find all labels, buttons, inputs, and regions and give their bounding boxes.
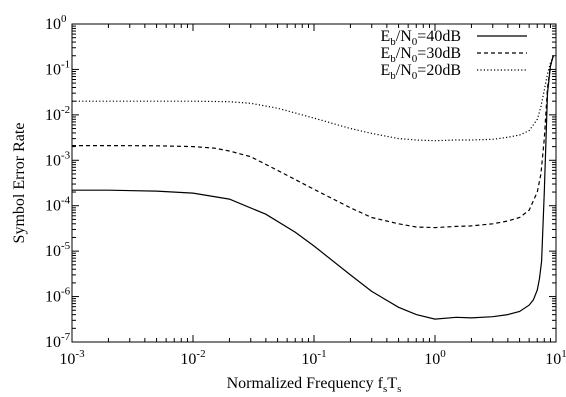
y-tick-label-exp: -6	[61, 286, 71, 298]
x-tick-label-base: 10	[424, 351, 440, 368]
x-tick-label-exp: -1	[317, 348, 326, 360]
y-tick-label: 10-4	[45, 195, 71, 215]
legend-label-part: /N	[396, 28, 412, 45]
y-tick-label: 10-2	[45, 104, 70, 124]
y-tick-label-exp: -7	[61, 331, 71, 343]
legend-label-part: =30dB	[417, 45, 461, 62]
y-tick-label-exp: 0	[61, 13, 67, 25]
series-group	[72, 55, 554, 320]
y-tick-label-base: 10	[45, 107, 61, 124]
y-tick-label-base: 10	[45, 152, 61, 169]
y-tick-label-base: 10	[45, 16, 61, 33]
y-tick-label: 10-5	[45, 240, 71, 260]
x-tick-label: 10-2	[180, 348, 205, 368]
y-tick-label-exp: -3	[61, 149, 71, 161]
legend-label-part: =20dB	[417, 62, 461, 79]
legend-label-part: 0	[412, 36, 418, 48]
series-line	[72, 55, 554, 320]
y-tick-label: 10-6	[45, 286, 71, 306]
legend-label-part: /N	[396, 45, 412, 62]
y-axis-label: Symbol Error Rate	[11, 123, 28, 244]
x-axis-label-sub2: s	[397, 383, 401, 395]
y-tick-label: 100	[45, 13, 67, 33]
series-line	[72, 55, 554, 229]
legend-label-part: E	[381, 28, 391, 45]
legend-label: Eb/N0=20dB	[381, 62, 461, 82]
legend-label: Eb/N0=40dB	[381, 28, 461, 48]
x-axis-label: Normalized Frequency fsTs	[227, 375, 402, 395]
y-tick-label-exp: -4	[61, 195, 71, 207]
x-tick-label: 10-3	[59, 348, 85, 368]
y-tick-label: 10-3	[45, 149, 71, 169]
legend-label-part: 0	[412, 70, 418, 82]
y-tick-label-base: 10	[45, 289, 61, 306]
legend-label-part: b	[390, 53, 396, 65]
x-axis-label-sub1: s	[383, 383, 387, 395]
x-tick-label-exp: 1	[561, 348, 566, 360]
x-tick-label-base: 10	[301, 351, 317, 368]
x-tick-label-base: 10	[180, 351, 196, 368]
x-axis-label-mid: T	[387, 375, 397, 392]
legend-label: Eb/N0=30dB	[381, 45, 461, 65]
plot-frame	[71, 23, 557, 343]
legend-label-part: 0	[412, 53, 418, 65]
legend-label-part: b	[390, 70, 396, 82]
y-tick-label-base: 10	[45, 334, 61, 351]
y-tick-label-exp: -5	[61, 240, 71, 252]
series-line	[72, 55, 554, 142]
y-tick-label-base: 10	[45, 61, 61, 78]
tick-group: 10-3 10-2 10-1 100 10110-710-610-510-410-310…	[45, 13, 566, 368]
y-tick-label-exp: -1	[61, 58, 70, 70]
x-tick-label: 100	[424, 348, 446, 368]
x-tick-label-exp: -2	[196, 348, 205, 360]
legend-label-part: /N	[396, 62, 412, 79]
legend-label-part: E	[381, 45, 391, 62]
x-tick-label-base: 10	[59, 351, 75, 368]
x-tick-label-exp: 0	[440, 348, 446, 360]
x-axis-label-main: Normalized Frequency f	[227, 375, 384, 392]
legend-label-part: b	[390, 36, 396, 48]
y-tick-label-base: 10	[45, 198, 61, 215]
x-tick-label-exp: -3	[75, 348, 85, 360]
x-tick-label: 101	[545, 348, 566, 368]
y-tick-label: 10-7	[45, 331, 71, 351]
legend-label-part: E	[381, 62, 391, 79]
legend-label-part: =40dB	[417, 28, 461, 45]
y-tick-label-base: 10	[45, 243, 61, 260]
y-tick-label: 10-1	[45, 58, 70, 78]
x-tick-label: 10-1	[301, 348, 326, 368]
y-tick-label-exp: -2	[61, 104, 70, 116]
x-tick-label-base: 10	[545, 351, 561, 368]
